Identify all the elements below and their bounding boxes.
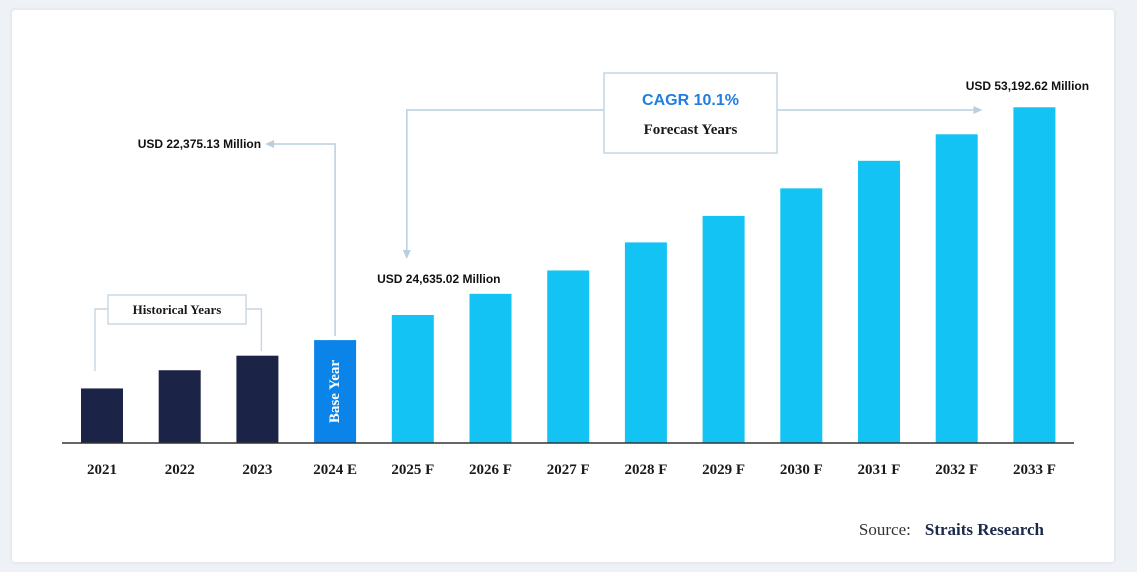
bar-chart: 2021 2022 2023 2024 E 2025 F 2026 F 2027 F 2028… — [62, 72, 1089, 478]
bar-3 — [236, 355, 279, 443]
x-tick-label: 2021 — [87, 462, 117, 478]
x-tick-label: 2028 F — [624, 462, 667, 478]
bar-7 — [547, 270, 590, 443]
cagr-arrow-right-icon — [973, 106, 983, 114]
base-value-label: USD 22,375.13 Million — [138, 137, 261, 151]
historical-label: Historical Years — [133, 302, 222, 317]
base-year-label: Base Year — [327, 360, 343, 424]
x-tick-label: 2023 — [242, 462, 272, 478]
x-tick-label: 2032 F — [935, 462, 978, 478]
cagr-box — [603, 72, 778, 154]
cagr-label: CAGR 10.1% — [642, 92, 739, 109]
cagr-arrow-down-icon — [402, 249, 411, 259]
bar-2 — [158, 370, 201, 443]
forecast-label: Forecast Years — [644, 122, 738, 138]
bar-8 — [624, 242, 667, 443]
x-tick-label: 2033 F — [1013, 462, 1056, 478]
x-tick-label: 2024 E — [313, 462, 357, 478]
source-name: Straits Research — [924, 520, 1044, 539]
chart-card: 2021 2022 2023 2024 E 2025 F 2026 F 2027 F 2028… — [12, 10, 1114, 562]
historical-label-box — [107, 294, 247, 325]
bar-6 — [469, 293, 512, 443]
bar-1 — [81, 388, 123, 443]
base-value-arrow-icon — [265, 140, 275, 148]
bar-11 — [858, 160, 900, 443]
bar-4 — [314, 340, 357, 443]
x-tick-label: 2027 F — [547, 462, 590, 478]
first-forecast-value-label: USD 24,635.02 Million — [377, 272, 500, 286]
x-tick-label: 2029 F — [702, 462, 745, 478]
source-note: Source: Straits Research — [859, 520, 1044, 540]
bar-5 — [391, 314, 434, 443]
x-tick-label: 2025 F — [391, 462, 434, 478]
bar-9 — [702, 215, 745, 443]
final-value-label: USD 53,192.62 Million — [966, 79, 1089, 93]
bar-10 — [780, 188, 823, 443]
base-value-connector — [273, 143, 336, 337]
x-tick-label: 2030 F — [780, 462, 823, 478]
x-tick-label: 2031 F — [858, 462, 901, 478]
cagr-connector-left — [406, 109, 604, 251]
source-label: Source: — [858, 520, 911, 539]
x-tick-label: 2022 — [165, 462, 195, 478]
x-tick-label: 2026 F — [469, 462, 512, 478]
bar-12 — [935, 134, 978, 444]
bar-13 — [1013, 107, 1056, 443]
